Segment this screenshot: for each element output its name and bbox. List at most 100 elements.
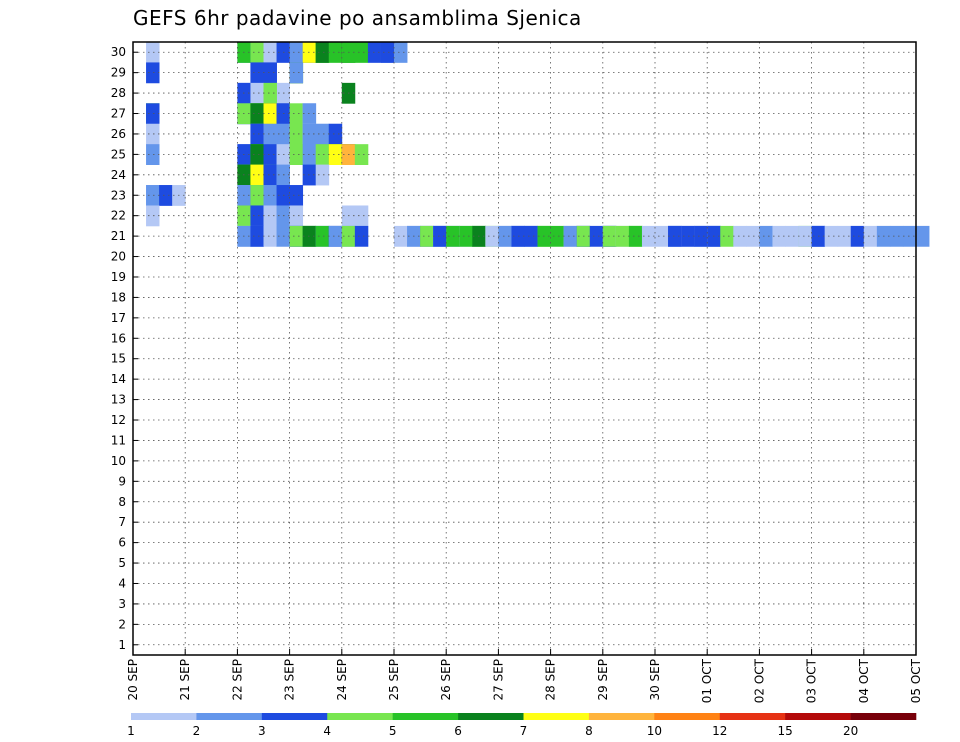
legend-label: 15 — [778, 724, 793, 738]
precip-cell — [354, 42, 369, 63]
precip-cell — [563, 225, 578, 247]
y-tick-label: 19 — [111, 270, 126, 284]
precip-cell — [250, 82, 264, 104]
x-tick-label: 23 SEP — [283, 659, 297, 701]
precip-cell — [146, 144, 160, 165]
legend-label: 7 — [520, 724, 528, 738]
legend-label: 2 — [193, 724, 201, 738]
precip-cell — [655, 225, 669, 247]
precip-cell — [289, 62, 304, 84]
legend-swatch — [327, 713, 393, 720]
y-tick-label: 6 — [118, 536, 126, 550]
y-tick-label: 23 — [111, 188, 126, 202]
precip-cell — [250, 144, 264, 165]
x-tick-label: 22 SEP — [230, 659, 244, 701]
legend-label: 4 — [323, 724, 331, 738]
precip-cell — [759, 225, 773, 247]
precip-cell — [263, 123, 277, 145]
legend-swatch — [588, 713, 655, 720]
y-tick-label: 8 — [118, 495, 126, 509]
precip-cell — [589, 225, 604, 247]
precip-cell — [289, 103, 304, 125]
chart-title: GEFS 6hr padavine po ansamblima Sjenica — [133, 6, 582, 30]
precip-cell — [615, 225, 630, 247]
precip-cell — [394, 225, 408, 247]
precip-cell — [263, 205, 277, 227]
precip-cell — [785, 225, 799, 247]
precip-cell — [263, 164, 277, 186]
precip-cell — [668, 225, 682, 247]
y-tick-label: 16 — [111, 331, 126, 345]
y-tick-label: 3 — [118, 597, 126, 611]
precip-cell — [824, 225, 839, 247]
precip-cell — [315, 164, 330, 186]
y-tick-label: 20 — [111, 250, 126, 264]
y-tick-label: 4 — [118, 576, 126, 590]
precip-cell — [446, 225, 460, 247]
y-tick-label: 17 — [111, 311, 126, 325]
y-tick-label: 9 — [118, 474, 126, 488]
precip-cell — [263, 144, 277, 165]
y-tick-label: 2 — [118, 617, 126, 631]
precip-cell — [798, 225, 812, 247]
precip-cell — [315, 42, 330, 63]
precip-cell — [328, 42, 343, 63]
precip-cell — [628, 225, 643, 247]
precip-cell — [354, 205, 369, 227]
y-tick-label: 21 — [111, 229, 126, 243]
y-tick-label: 28 — [111, 86, 126, 100]
precip-cell — [863, 225, 878, 247]
x-tick-label: 02 OCT — [752, 658, 766, 703]
x-tick-label: 24 SEP — [335, 659, 349, 701]
precip-cell — [889, 225, 904, 247]
legend-label: 12 — [712, 724, 727, 738]
precip-cell — [263, 103, 277, 125]
precip-cell — [733, 225, 747, 247]
precip-cell — [367, 42, 382, 63]
precip-cell — [328, 123, 343, 145]
precip-cell — [263, 225, 277, 247]
precip-cell — [146, 123, 160, 145]
precip-cell — [602, 225, 617, 247]
precip-cell — [524, 225, 538, 247]
precip-cell — [263, 185, 277, 206]
precip-cell — [720, 225, 734, 247]
precip-cell — [263, 82, 277, 104]
precip-cell — [433, 225, 447, 247]
y-tick-label: 25 — [111, 147, 126, 161]
legend-swatch — [850, 713, 917, 720]
precip-cell — [146, 205, 160, 227]
precip-cell — [289, 225, 304, 247]
precip-cell — [315, 225, 330, 247]
precip-cell — [289, 144, 304, 165]
x-tick-label: 21 SEP — [178, 659, 192, 701]
precip-cell — [250, 62, 264, 84]
y-tick-label: 15 — [111, 352, 126, 366]
x-tick-label: 27 SEP — [491, 659, 505, 701]
y-tick-label: 7 — [118, 515, 126, 529]
legend-swatch — [392, 713, 459, 720]
y-tick-label: 11 — [111, 433, 126, 447]
y-tick-label: 14 — [111, 372, 126, 386]
precip-cell — [146, 185, 160, 206]
y-tick-label: 1 — [118, 638, 126, 652]
legend-swatch — [196, 713, 263, 720]
legend-swatch — [654, 713, 721, 720]
y-tick-label: 5 — [118, 556, 126, 570]
precip-cell — [485, 225, 499, 247]
x-tick-label: 05 OCT — [909, 658, 923, 703]
precip-cell — [902, 225, 917, 247]
precip-cell — [250, 103, 264, 125]
precip-cell — [916, 225, 930, 247]
x-axis-tick-labels: 20 SEP 21 SEP 22 SEP 23 SEP 24 SEP 25 SEP 26 S… — [126, 649, 923, 703]
precip-cell — [498, 225, 512, 247]
x-tick-label: 28 SEP — [544, 659, 558, 701]
precip-cell — [681, 225, 695, 247]
x-tick-label: 04 OCT — [857, 658, 871, 703]
precip-cell — [315, 123, 330, 145]
grid-lines — [133, 42, 916, 655]
x-tick-label: 01 OCT — [700, 658, 714, 703]
precip-cell — [394, 42, 408, 63]
y-tick-label: 22 — [111, 209, 126, 223]
